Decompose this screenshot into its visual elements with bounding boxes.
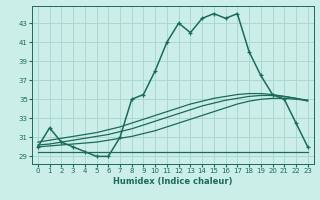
X-axis label: Humidex (Indice chaleur): Humidex (Indice chaleur) [113,177,233,186]
